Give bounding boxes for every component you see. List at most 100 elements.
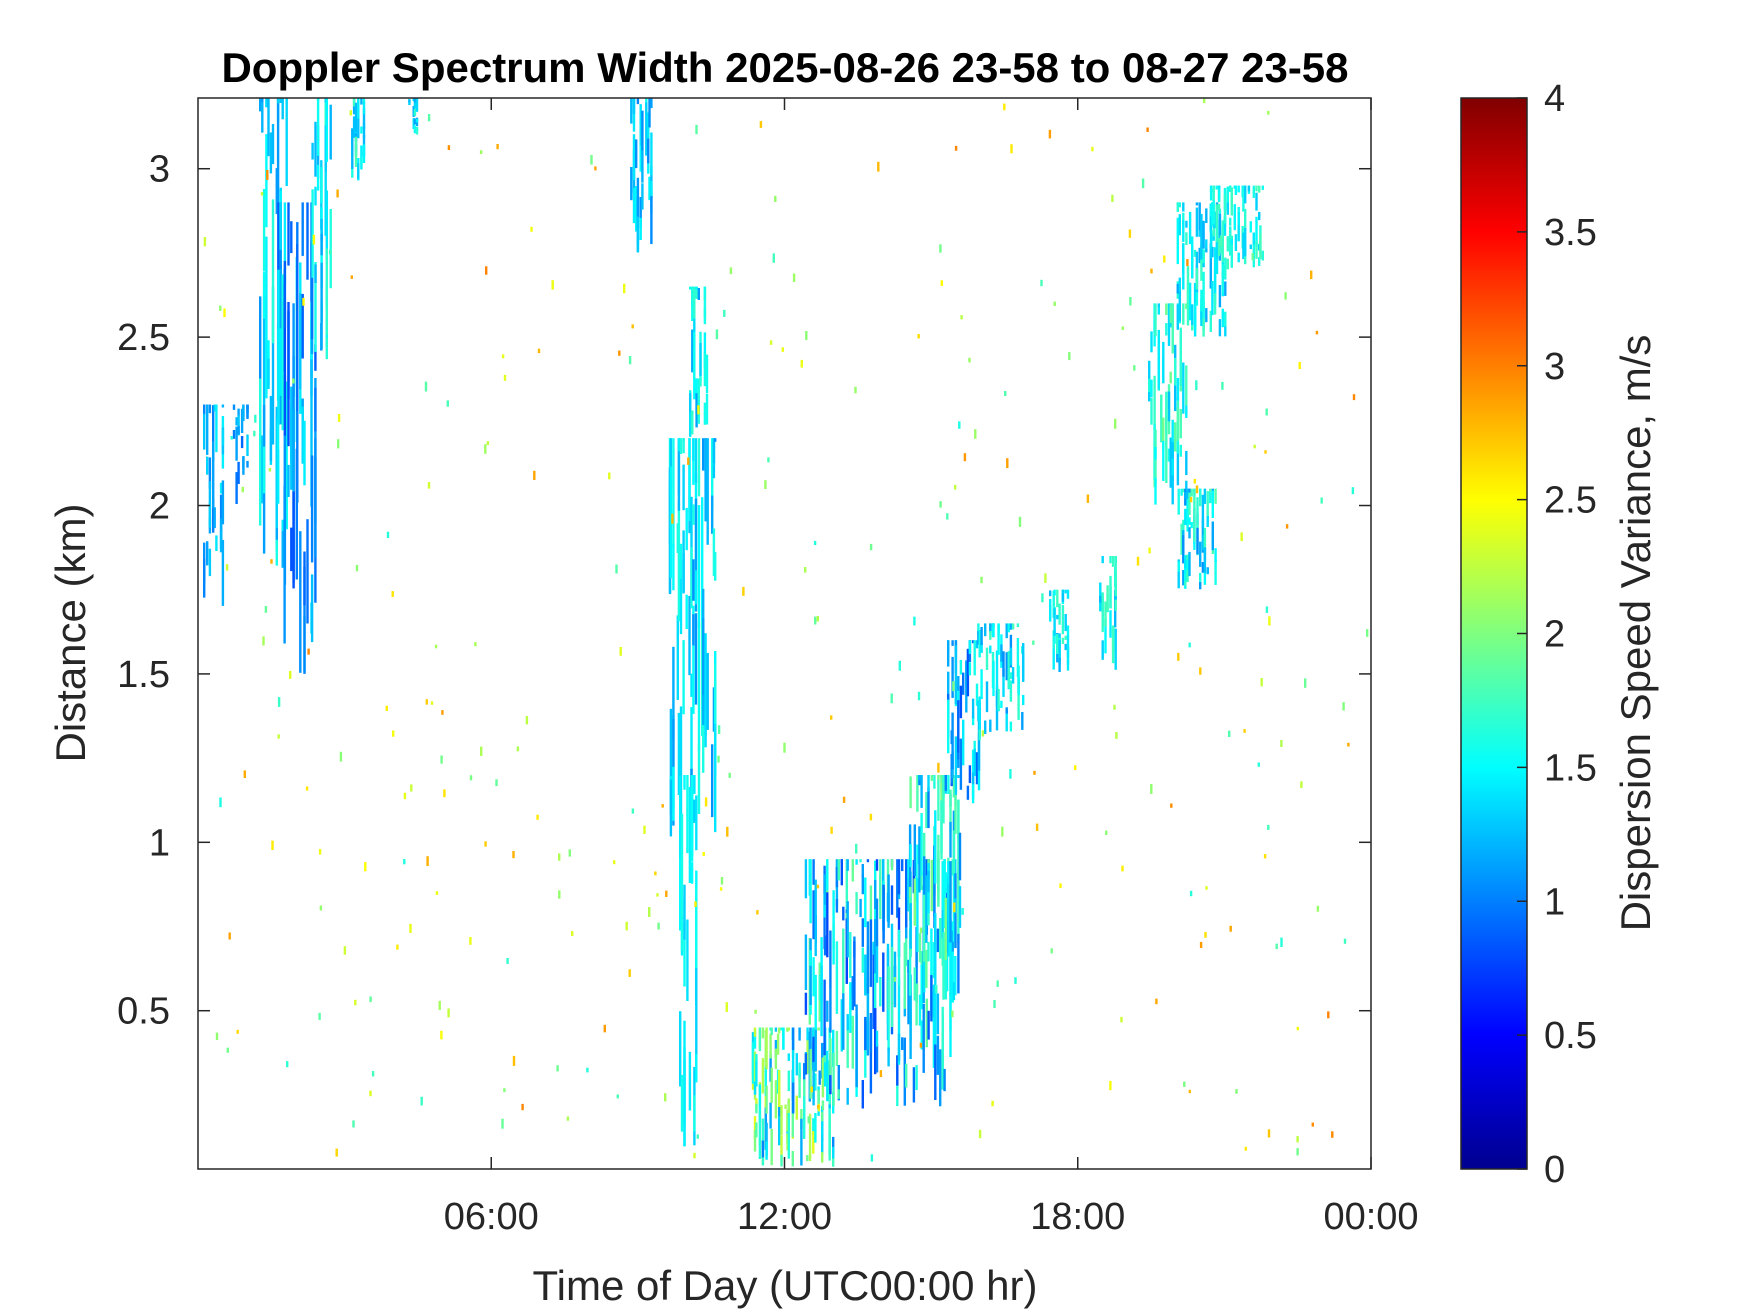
heatmap-cell: [302, 297, 305, 306]
heatmap-cell: [781, 347, 784, 352]
heatmap-cell: [957, 759, 960, 768]
heatmap-cell: [1176, 202, 1179, 212]
heatmap-cell: [960, 315, 963, 320]
heatmap-cell: [923, 856, 926, 895]
heatmap-cell: [917, 691, 921, 701]
heatmap-cell: [961, 908, 964, 915]
heatmap-cell: [1265, 606, 1269, 613]
heatmap-cell: [971, 640, 975, 644]
heatmap-cell: [1221, 220, 1224, 263]
heatmap-cell: [1016, 623, 1020, 628]
heatmap-cell: [692, 605, 695, 714]
heatmap-cell: [371, 1070, 375, 1077]
heatmap-cell: [1188, 282, 1192, 321]
heatmap-cell: [1058, 640, 1061, 666]
heatmap-cell: [219, 797, 222, 808]
heatmap-cell: [879, 977, 882, 1007]
heatmap-cell: [516, 746, 520, 752]
heatmap-cell: [1224, 311, 1227, 327]
heatmap-cell: [672, 438, 675, 549]
heatmap-cell: [1211, 202, 1214, 226]
heatmap-cell: [319, 905, 323, 911]
heatmap-cell: [1249, 244, 1252, 250]
heatmap-cell: [221, 539, 225, 606]
heatmap-cell: [823, 979, 826, 1056]
heatmap-cell: [774, 1027, 778, 1032]
heatmap-cell: [742, 586, 745, 596]
heatmap-cell: [1064, 589, 1067, 594]
heatmap-cell: [536, 814, 539, 820]
heatmap-cell: [1186, 488, 1189, 499]
heatmap-cell: [1226, 186, 1229, 203]
heatmap-cell: [1190, 488, 1193, 497]
heatmap-cell: [318, 848, 322, 855]
heatmap-cell: [1177, 559, 1180, 589]
heatmap-cell: [695, 393, 698, 428]
heatmap-cell: [1191, 304, 1194, 325]
heatmap-cell: [1217, 238, 1221, 256]
heatmap-cell: [1163, 255, 1166, 263]
heatmap-cell: [303, 420, 306, 486]
heatmap-cell: [292, 491, 295, 589]
heatmap-cell: [687, 457, 690, 465]
heatmap-cell: [695, 1054, 698, 1083]
heatmap-cell: [855, 892, 858, 915]
heatmap-cell: [413, 118, 417, 125]
heatmap-cell: [261, 98, 264, 103]
heatmap-cell: [314, 121, 317, 177]
heatmap-cell: [1242, 185, 1245, 212]
heatmap-cell: [699, 378, 702, 387]
heatmap-cell: [1005, 623, 1008, 639]
heatmap-cell: [349, 110, 352, 116]
heatmap-cell: [352, 98, 356, 107]
heatmap-cell: [1202, 220, 1205, 249]
heatmap-cell: [853, 941, 856, 1007]
heatmap-cell: [1146, 127, 1149, 132]
heatmap-cell: [936, 993, 940, 1035]
heatmap-cell: [677, 438, 681, 452]
heatmap-cell: [916, 844, 919, 864]
heatmap-cell: [832, 1146, 835, 1159]
heatmap-cell: [769, 340, 773, 345]
heatmap-cell: [958, 886, 962, 928]
heatmap-cell: [446, 400, 449, 407]
heatmap-cell: [632, 98, 636, 115]
heatmap-cell: [829, 1038, 832, 1076]
heatmap-cell: [328, 250, 332, 255]
heatmap-cell: [283, 301, 287, 436]
heatmap-cell: [774, 1048, 778, 1069]
heatmap-cell: [325, 190, 328, 260]
heatmap-cell: [1213, 293, 1217, 315]
heatmap-cell: [290, 386, 293, 490]
heatmap-cell: [1237, 252, 1240, 263]
heatmap-cell: [285, 98, 288, 186]
heatmap-cell: [755, 1054, 758, 1062]
heatmap-cell: [821, 1106, 824, 1142]
heatmap-cell: [1213, 211, 1217, 229]
heatmap-cell: [1182, 243, 1185, 290]
heatmap-cell: [697, 438, 701, 497]
heatmap-cell: [259, 296, 262, 394]
heatmap-cell: [851, 976, 854, 1011]
heatmap-cell: [299, 293, 302, 390]
heatmap-cell: [1177, 488, 1180, 515]
heatmap-cell: [821, 1100, 825, 1111]
heatmap-cell: [306, 519, 309, 624]
heatmap-cell: [1217, 185, 1221, 202]
heatmap-cell: [753, 1129, 757, 1152]
heatmap-cell: [957, 933, 960, 994]
heatmap-cell: [978, 728, 981, 741]
heatmap-cell: [890, 859, 894, 871]
heatmap-cell: [685, 507, 688, 551]
heatmap-cell: [697, 622, 701, 751]
heatmap-cell: [787, 1070, 790, 1092]
heatmap-cell: [270, 559, 273, 564]
heatmap-cell: [952, 860, 956, 942]
heatmap-cell: [947, 775, 950, 794]
heatmap-cell: [855, 1004, 858, 1088]
heatmap-cell: [354, 999, 357, 1006]
heatmap-cell: [413, 108, 417, 117]
heatmap-cell: [1048, 129, 1052, 139]
heatmap-cell: [243, 770, 246, 778]
heatmap-cell: [558, 890, 561, 899]
